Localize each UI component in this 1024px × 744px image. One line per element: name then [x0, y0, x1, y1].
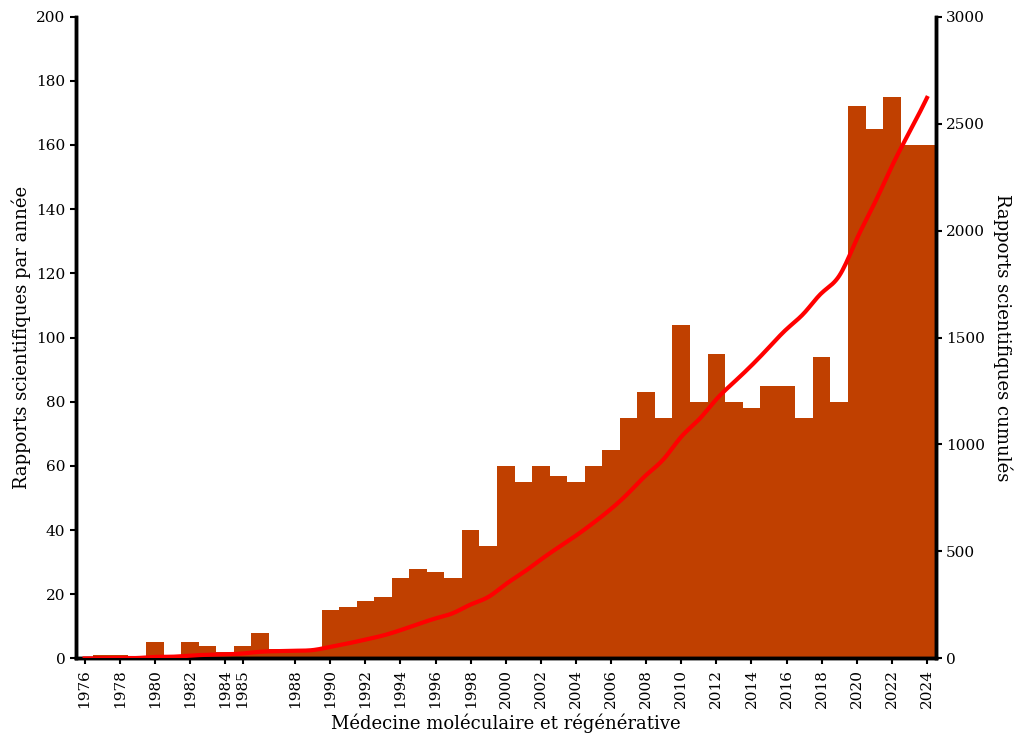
Bar — [585, 466, 602, 658]
Y-axis label: Rapports scientifiques par année: Rapports scientifiques par année — [11, 186, 31, 489]
Bar — [830, 402, 848, 658]
Bar — [567, 482, 585, 658]
Bar — [444, 578, 462, 658]
Bar — [287, 652, 304, 658]
X-axis label: Médecine moléculaire et régénérative: Médecine moléculaire et régénérative — [331, 713, 681, 733]
Bar — [690, 402, 708, 658]
Bar — [251, 632, 269, 658]
Bar — [356, 600, 374, 658]
Bar — [813, 357, 830, 658]
Bar — [514, 482, 532, 658]
Bar — [655, 417, 673, 658]
Bar — [479, 546, 497, 658]
Bar — [497, 466, 514, 658]
Bar — [673, 324, 690, 658]
Bar — [339, 607, 356, 658]
Bar — [848, 106, 865, 658]
Bar — [865, 129, 883, 658]
Bar — [93, 655, 111, 658]
Y-axis label: Rapports scientifiques cumulés: Rapports scientifiques cumulés — [993, 194, 1013, 481]
Bar — [883, 97, 900, 658]
Bar — [550, 475, 567, 658]
Bar — [374, 597, 392, 658]
Bar — [392, 578, 410, 658]
Bar — [708, 353, 725, 658]
Bar — [620, 417, 637, 658]
Bar — [410, 568, 427, 658]
Bar — [602, 450, 620, 658]
Bar — [900, 145, 919, 658]
Bar — [742, 408, 760, 658]
Bar — [796, 417, 813, 658]
Bar — [216, 652, 233, 658]
Bar — [532, 466, 550, 658]
Bar — [304, 649, 322, 658]
Bar — [725, 402, 742, 658]
Bar — [146, 642, 164, 658]
Bar — [164, 655, 181, 658]
Bar — [427, 572, 444, 658]
Bar — [233, 646, 251, 658]
Bar — [637, 392, 655, 658]
Bar — [919, 145, 936, 658]
Bar — [778, 385, 796, 658]
Bar — [111, 655, 128, 658]
Bar — [322, 610, 339, 658]
Bar — [760, 385, 778, 658]
Bar — [462, 530, 479, 658]
Bar — [269, 649, 287, 658]
Bar — [181, 642, 199, 658]
Bar — [199, 646, 216, 658]
